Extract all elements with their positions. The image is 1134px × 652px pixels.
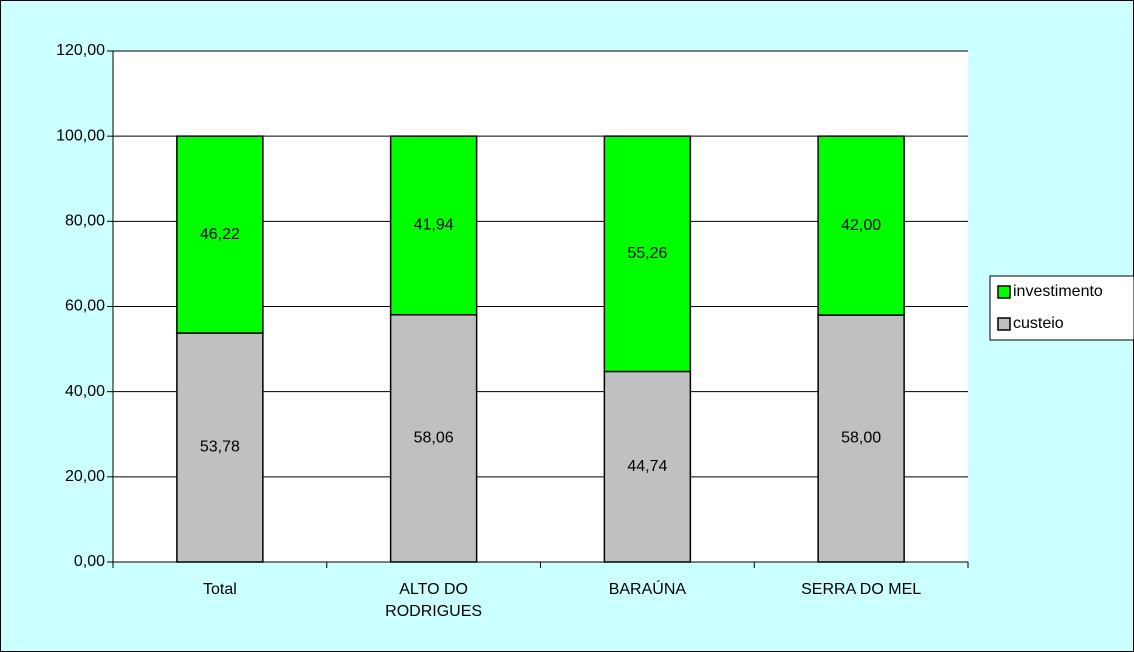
legend-label: custeio (1013, 315, 1064, 332)
bar-segment (176, 135, 264, 334)
bar-segment (389, 135, 478, 316)
y-tick-label: 100,00 (56, 127, 105, 144)
data-label: 44,74 (627, 458, 667, 475)
y-tick-label: 80,00 (65, 213, 105, 230)
data-label: 58,06 (414, 430, 454, 447)
y-tick-label: 0,00 (74, 553, 105, 570)
y-tick-label: 60,00 (65, 298, 105, 315)
bar-segment (817, 135, 905, 316)
legend-swatch (997, 317, 1011, 331)
legend-box (989, 275, 1134, 341)
x-tick-label: ALTO DO RODRIGUES (385, 581, 483, 620)
data-label: 58,00 (841, 430, 881, 447)
bar-segment (817, 314, 905, 563)
legend-swatch (997, 285, 1011, 299)
legend-label: investimento (1013, 283, 1103, 300)
bar-segment (603, 135, 692, 373)
bar-segment (389, 314, 478, 563)
data-label: 55,26 (627, 245, 667, 262)
x-tick-label: Total (202, 581, 237, 598)
data-label: 42,00 (841, 217, 881, 234)
data-label: 46,22 (200, 226, 240, 243)
x-tick-label: SERRA DO MEL (801, 581, 922, 598)
y-tick-label: 20,00 (65, 468, 105, 485)
data-label: 53,78 (200, 439, 240, 456)
x-tick-label: BARAÚNA (608, 581, 687, 598)
y-tick-label: 40,00 (65, 383, 105, 400)
y-tick-label: 120,00 (56, 42, 105, 59)
bar-segment (176, 332, 264, 563)
data-label: 41,94 (414, 217, 454, 234)
